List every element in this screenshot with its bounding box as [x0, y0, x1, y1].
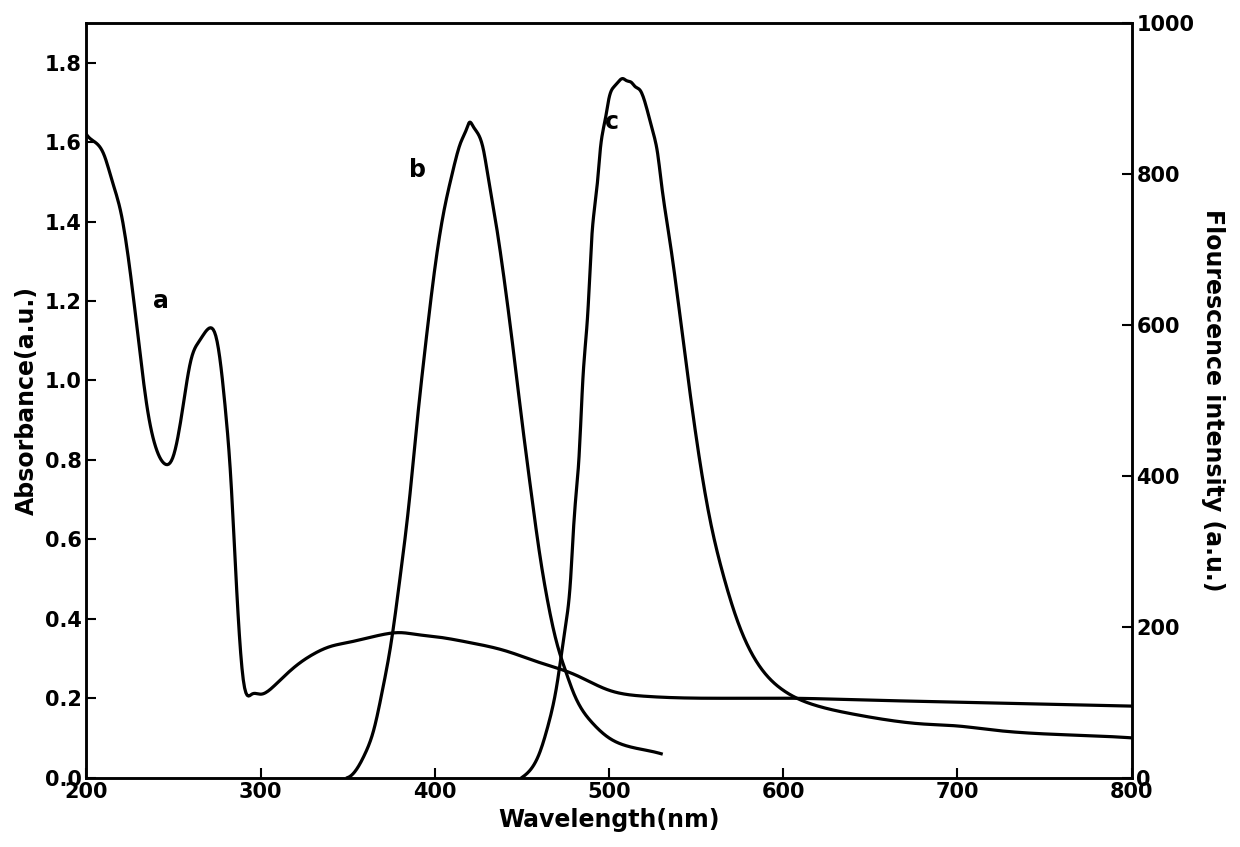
- Y-axis label: Flourescence intensity (a.u.): Flourescence intensity (a.u.): [1202, 209, 1225, 591]
- Text: b: b: [409, 158, 425, 182]
- Y-axis label: Absorbance(a.u.): Absorbance(a.u.): [15, 285, 38, 515]
- Text: c: c: [605, 110, 620, 134]
- Text: a: a: [154, 289, 169, 313]
- X-axis label: Wavelength(nm): Wavelength(nm): [498, 808, 719, 832]
